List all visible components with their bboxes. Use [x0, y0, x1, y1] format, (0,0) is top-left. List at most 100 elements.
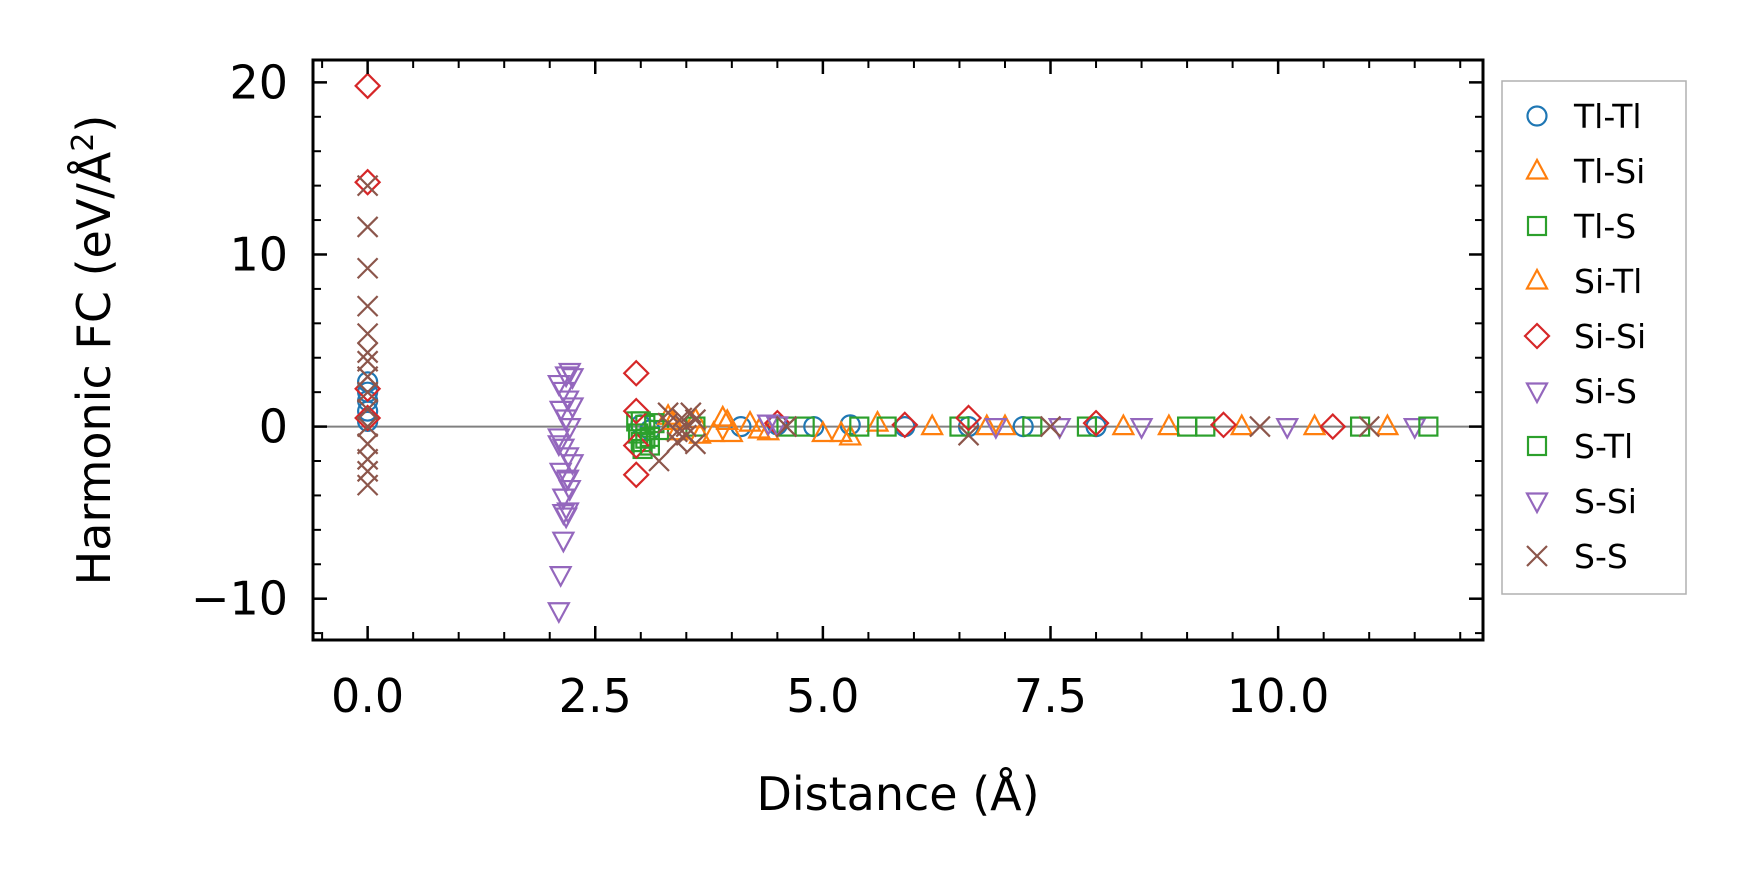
legend-entry: S-Si	[1525, 482, 1637, 521]
data-point	[648, 450, 670, 472]
data-point	[1039, 415, 1062, 438]
data-point	[354, 168, 382, 196]
data-point	[957, 424, 980, 446]
data-point	[849, 416, 870, 437]
legend-marker	[1525, 267, 1549, 290]
x-axis-title: Distance (Å)	[756, 767, 1039, 821]
legend-marker	[1523, 322, 1551, 350]
legend-entry: Tl-Si	[1525, 152, 1645, 191]
series-s-s	[356, 174, 1380, 496]
legend-entry: Tl-Tl	[1526, 97, 1642, 136]
data-point	[1319, 413, 1347, 441]
data-point	[356, 415, 379, 438]
legend-entry: S-S	[1526, 537, 1628, 576]
legend-entry: Tl-S	[1526, 207, 1636, 246]
data-point	[666, 431, 688, 453]
data-point	[356, 322, 379, 345]
legend-label: S-Si	[1574, 482, 1637, 521]
legend: Tl-Tl Tl-Si Tl-S Si-Tl Si-Si Si-S S-Tl S-Si S-S	[1501, 80, 1687, 595]
data-point	[1129, 417, 1154, 440]
legend-marker	[1526, 435, 1548, 457]
data-point	[356, 341, 379, 364]
y-tick-label: −10	[191, 572, 288, 626]
data-point	[639, 435, 660, 456]
data-point	[356, 216, 379, 238]
data-point	[1157, 413, 1181, 436]
data-point	[356, 174, 379, 197]
data-point	[354, 404, 382, 432]
legend-label: S-Tl	[1574, 427, 1633, 466]
data-point	[356, 257, 379, 280]
data-point	[356, 350, 379, 372]
data-point	[1076, 416, 1098, 437]
data-point	[622, 431, 650, 460]
data-point	[356, 448, 379, 471]
legend-label: Si-S	[1574, 372, 1637, 411]
data-point	[1209, 411, 1238, 439]
data-point	[560, 397, 585, 420]
plot-frame	[311, 58, 1485, 642]
series-si-si	[354, 72, 1347, 489]
data-point	[876, 416, 897, 437]
data-point	[984, 417, 1008, 440]
x-tick-label: 5.0	[786, 669, 859, 723]
data-point	[546, 435, 571, 458]
data-point	[356, 295, 379, 317]
data-point	[1418, 416, 1439, 437]
data-point	[551, 504, 576, 526]
data-point	[756, 414, 781, 437]
data-point	[955, 404, 983, 432]
x-tick-label: 7.5	[1014, 669, 1087, 723]
data-point	[356, 381, 379, 403]
legend-marker	[1526, 545, 1548, 567]
data-point	[1275, 417, 1300, 440]
data-point	[738, 409, 762, 432]
data-point	[556, 469, 580, 492]
data-point	[1082, 409, 1110, 437]
y-tick-label: 0	[259, 400, 288, 454]
data-point	[974, 413, 999, 436]
data-point	[1358, 415, 1380, 438]
legend-marker	[1526, 215, 1548, 237]
data-point	[715, 408, 740, 431]
legend-label: Tl-Si	[1573, 152, 1645, 191]
data-marks	[354, 72, 1439, 625]
legend-label: Tl-Tl	[1573, 97, 1642, 136]
legend-label: S-S	[1574, 537, 1628, 576]
data-point	[554, 366, 578, 389]
data-point	[680, 402, 702, 424]
data-point	[622, 359, 650, 387]
legend-entry: Si-Tl	[1525, 262, 1642, 301]
legend-marker	[1525, 157, 1549, 180]
data-point	[556, 502, 580, 525]
data-point	[993, 413, 1017, 436]
data-point	[701, 420, 726, 443]
data-point	[546, 602, 571, 625]
data-point	[657, 402, 679, 424]
data-point	[354, 72, 382, 100]
data-point	[356, 365, 379, 388]
series-s-si	[546, 366, 1300, 526]
legend-marker	[1525, 492, 1549, 515]
y-axis-title-close: )	[67, 115, 121, 133]
y-tick-label: 10	[229, 227, 288, 281]
data-point	[356, 398, 379, 421]
series-s-tl	[630, 411, 1439, 456]
data-point	[811, 420, 835, 443]
data-point	[1176, 416, 1198, 437]
legend-label: Si-Tl	[1574, 262, 1642, 301]
data-point	[1249, 415, 1271, 438]
data-point	[684, 408, 707, 431]
data-point	[684, 433, 707, 455]
data-point	[719, 420, 744, 443]
data-point	[730, 415, 752, 438]
data-point	[635, 428, 656, 449]
data-point	[356, 474, 379, 496]
data-point	[775, 415, 798, 438]
legend-entry: Si-Si	[1523, 317, 1646, 356]
x-tick-label: 10.0	[1227, 669, 1329, 723]
y-axis-title-sup: 2	[66, 133, 101, 152]
legend-entry: Si-S	[1525, 372, 1637, 411]
data-point	[1111, 413, 1136, 436]
